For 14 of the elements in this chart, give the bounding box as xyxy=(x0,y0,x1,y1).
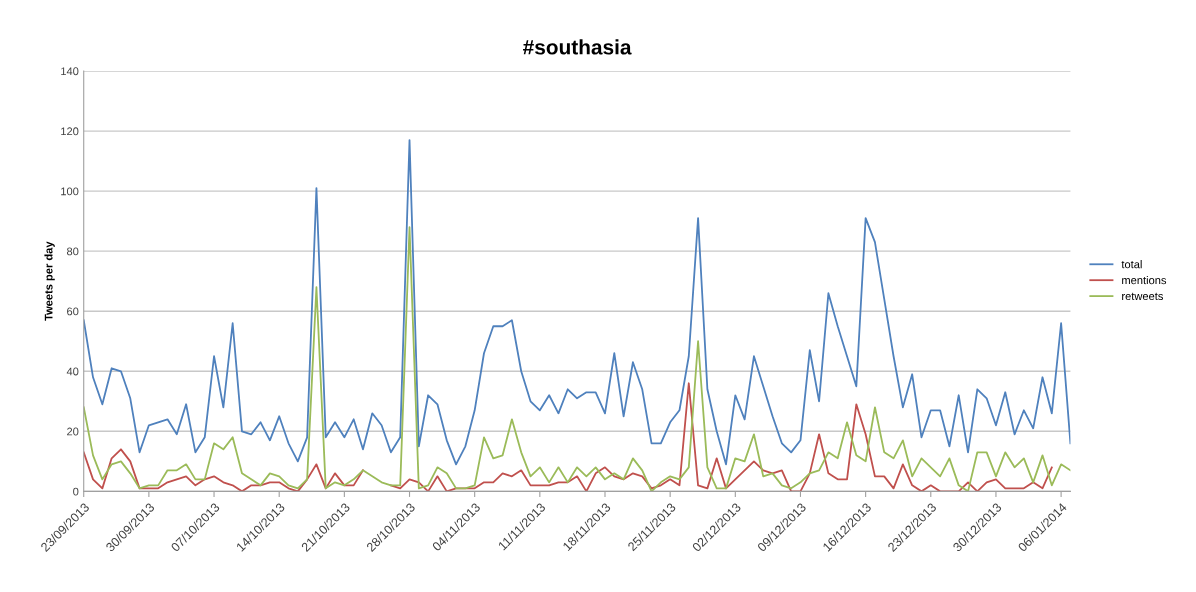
y-tick-label: 120 xyxy=(61,127,79,136)
chart-title: #southasia xyxy=(523,39,632,55)
y-tick-label: 20 xyxy=(67,427,79,436)
y-tick-label: 60 xyxy=(67,307,79,316)
y-tick-label: 40 xyxy=(66,367,79,376)
y-tick-label: 80 xyxy=(66,247,79,256)
y-axis-title: Tweets per day xyxy=(44,241,55,321)
y-tick-label: 140 xyxy=(61,67,79,76)
legend-label: total xyxy=(1121,260,1142,269)
y-tick-label: 100 xyxy=(61,187,79,196)
legend-label: retweets xyxy=(1122,292,1163,301)
legend-label: mentions xyxy=(1122,276,1167,285)
line-series xyxy=(83,139,1071,466)
y-tick-label: 0 xyxy=(73,487,79,496)
